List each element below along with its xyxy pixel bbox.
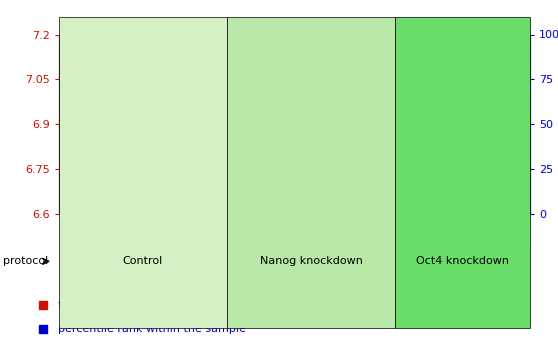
Bar: [234, 157, 253, 214]
Bar: [504, 193, 522, 214]
Text: GSM94856: GSM94856: [71, 217, 80, 266]
Bar: [369, 142, 388, 214]
Text: GSM94859: GSM94859: [172, 217, 181, 266]
FancyBboxPatch shape: [497, 214, 530, 247]
Text: Oct4 knockdown: Oct4 knockdown: [416, 256, 509, 266]
Bar: [268, 181, 287, 214]
Text: GSM94860: GSM94860: [206, 217, 215, 266]
FancyBboxPatch shape: [295, 214, 328, 247]
Title: GDS1824 / 1450097_s_at: GDS1824 / 1450097_s_at: [206, 18, 382, 32]
FancyBboxPatch shape: [328, 214, 362, 247]
Text: Control: Control: [123, 256, 163, 266]
Bar: [302, 196, 320, 214]
Text: GSM94861: GSM94861: [239, 217, 248, 266]
FancyBboxPatch shape: [193, 214, 227, 247]
Bar: [335, 163, 354, 214]
FancyBboxPatch shape: [227, 214, 261, 247]
FancyBboxPatch shape: [92, 214, 126, 247]
Text: percentile rank within the sample: percentile rank within the sample: [58, 325, 246, 334]
FancyBboxPatch shape: [463, 214, 497, 247]
FancyBboxPatch shape: [362, 214, 396, 247]
Bar: [133, 142, 152, 214]
Bar: [66, 163, 85, 214]
FancyBboxPatch shape: [126, 214, 160, 247]
Text: GSM94858: GSM94858: [138, 217, 147, 266]
Bar: [437, 205, 455, 214]
FancyBboxPatch shape: [261, 214, 295, 247]
Text: GSM94865: GSM94865: [374, 217, 383, 266]
Text: GSM94867: GSM94867: [441, 217, 450, 266]
Bar: [100, 205, 118, 214]
Text: GSM94864: GSM94864: [340, 217, 349, 266]
FancyBboxPatch shape: [59, 214, 92, 247]
Text: GSM94862: GSM94862: [273, 217, 282, 266]
FancyBboxPatch shape: [396, 214, 429, 247]
Text: GSM94869: GSM94869: [509, 217, 518, 266]
Text: GSM94868: GSM94868: [475, 217, 484, 266]
Bar: [201, 70, 219, 214]
Bar: [403, 145, 421, 214]
FancyBboxPatch shape: [429, 214, 463, 247]
Bar: [167, 139, 186, 214]
Text: Nanog knockdown: Nanog knockdown: [259, 256, 363, 266]
FancyBboxPatch shape: [160, 214, 193, 247]
Text: GSM94866: GSM94866: [408, 217, 417, 266]
Text: GSM94863: GSM94863: [307, 217, 316, 266]
Text: GSM94857: GSM94857: [104, 217, 114, 266]
Text: protocol: protocol: [3, 256, 48, 266]
Bar: [470, 115, 489, 214]
Text: transformed count: transformed count: [58, 300, 162, 309]
